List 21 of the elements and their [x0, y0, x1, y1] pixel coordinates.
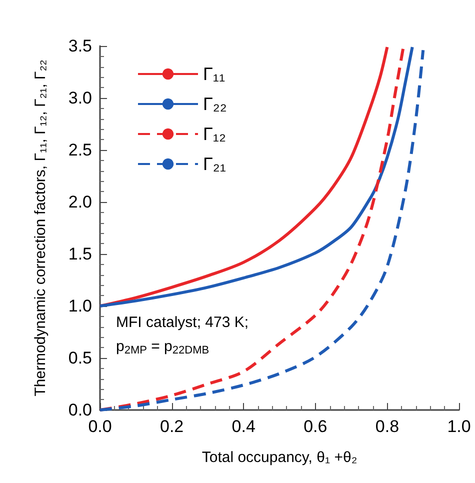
y-tick-label: 0.0 — [68, 400, 92, 420]
y-tick-label: 1.0 — [68, 296, 92, 316]
x-tick-label: 0.6 — [304, 417, 328, 436]
legend-label: Γ₂₂ — [203, 94, 227, 114]
y-tick-label: 1.5 — [68, 244, 92, 264]
legend-label: Γ₂₁ — [203, 154, 226, 174]
legend-label: Γ₁₂ — [203, 124, 226, 144]
annotation: MFI catalyst; 473 K; — [116, 314, 249, 331]
x-tick-label: 1.0 — [447, 417, 471, 436]
y-tick-label: 0.5 — [68, 348, 92, 368]
y-tick-label: 2.5 — [68, 140, 92, 160]
x-tick-label: 0.2 — [160, 417, 184, 436]
y-axis-title: Thermodynamic correction factors, Γ₁₁, Γ₁₂, Γ₂₁, Γ₂₂ — [32, 59, 49, 396]
x-tick-label: 0.8 — [375, 417, 400, 436]
y-tick-label: 3.5 — [68, 36, 92, 56]
x-axis-title: Total occupancy, θ₁ +θ₂ — [202, 449, 358, 466]
x-tick-label: 0.0 — [88, 417, 112, 436]
legend-label: Γ₁₁ — [203, 64, 226, 84]
y-tick-label: 3.0 — [68, 88, 92, 108]
y-tick-label: 2.0 — [68, 192, 92, 212]
x-tick-label: 0.4 — [232, 417, 256, 436]
